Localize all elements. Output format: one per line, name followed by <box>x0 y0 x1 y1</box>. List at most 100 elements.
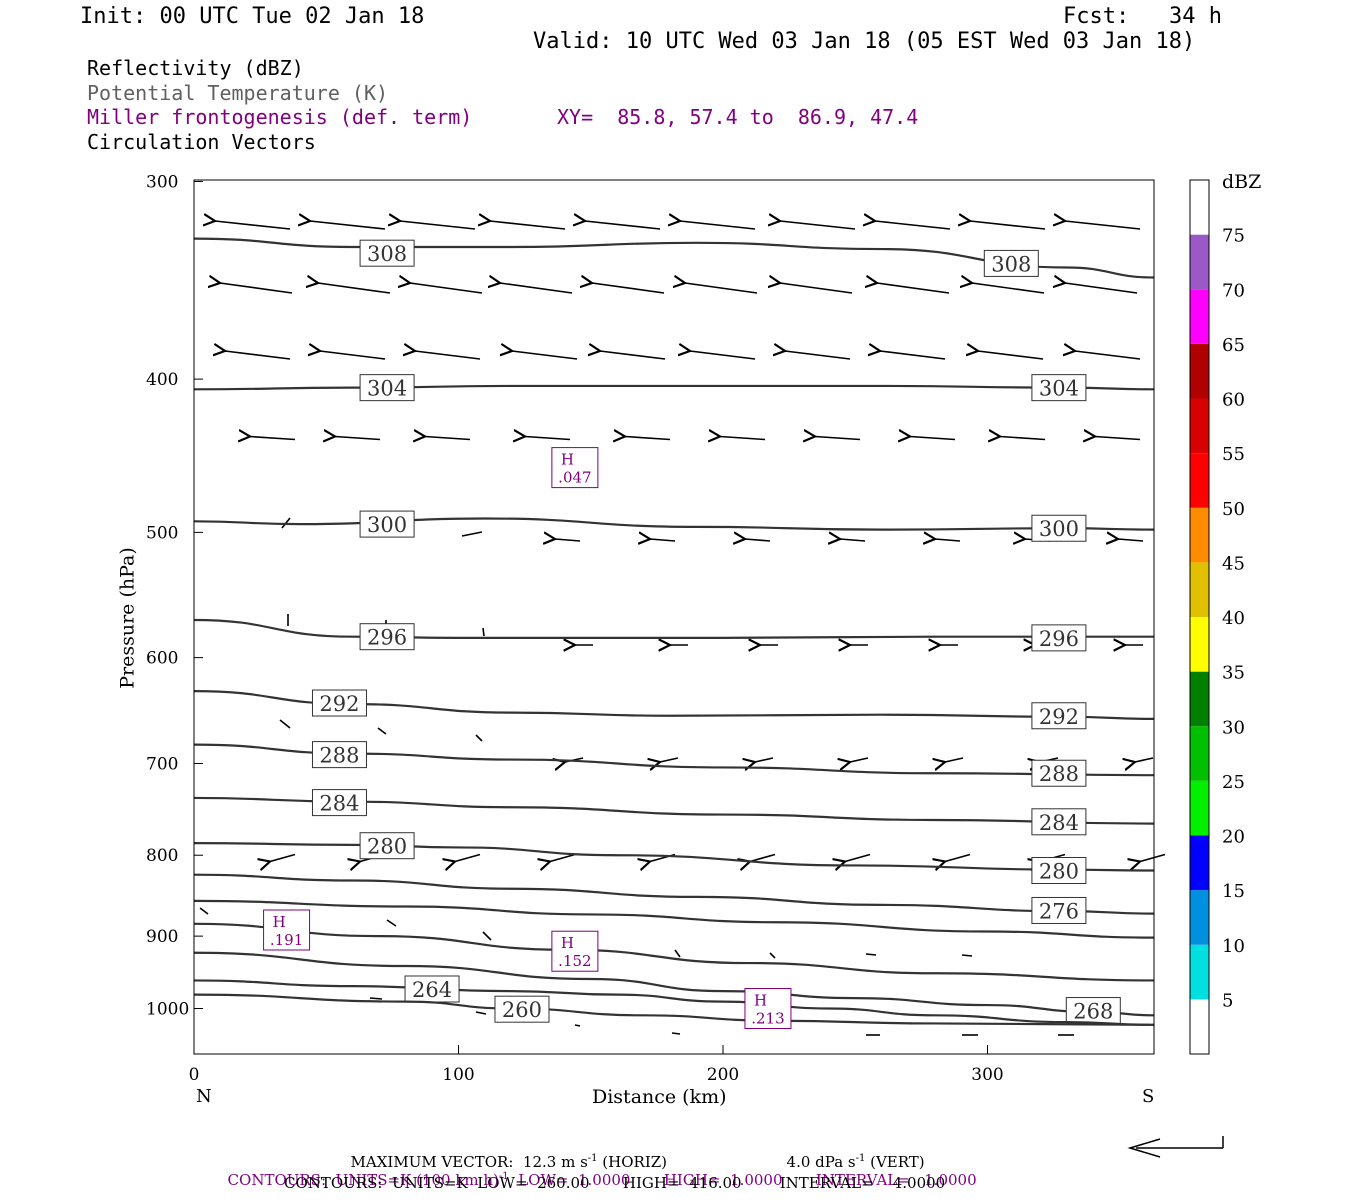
circulation-vector <box>745 539 771 541</box>
isentrope-288 <box>193 743 1155 777</box>
isentrope-296 <box>193 618 1155 639</box>
circulation-vectors <box>199 221 1166 1036</box>
colorbar-bin <box>1190 671 1209 727</box>
colorbar-bin <box>1190 835 1209 891</box>
isentrope-label-box <box>1031 374 1087 402</box>
isentrope-label: 276 <box>1039 899 1079 923</box>
colorbar-tick-label: 45 <box>1222 553 1245 574</box>
colorbar-bin <box>1190 343 1209 399</box>
colorbar-bin <box>1190 780 1209 836</box>
circulation-vector <box>1065 221 1141 230</box>
circulation-vector <box>865 953 877 956</box>
colorbar-tick-label: 20 <box>1222 827 1245 848</box>
y-tick-label: 800 <box>146 846 178 866</box>
isentrope-label: 284 <box>1039 811 1079 835</box>
contours-theta-line: CONTOURS: UNITS=K LOW= 260.00 HIGH= 416.… <box>284 1174 946 1192</box>
fronto-max-value: .047 <box>558 469 591 487</box>
isentrope-label: 288 <box>1039 762 1079 786</box>
circulation-vector <box>690 351 756 360</box>
circulation-vector <box>320 351 386 360</box>
isentrope-label: 292 <box>1039 705 1079 729</box>
y-tick-label: 1000 <box>146 1000 189 1020</box>
max-vector-vert-line: 4.0 dPa s-1 (VERT) <box>777 1139 925 1170</box>
isentrope-label: 288 <box>319 744 359 768</box>
contours-fronto-exp: -1 <box>498 1171 509 1182</box>
circulation-vector <box>850 757 869 762</box>
circulation-vector <box>425 437 471 440</box>
isentrope-label-box <box>494 995 550 1023</box>
reference-vector-icon <box>1127 1136 1224 1158</box>
isentrope-label: 292 <box>319 692 359 716</box>
circulation-vector <box>410 283 483 294</box>
isentrope-label: 284 <box>319 792 359 816</box>
isentrope-276 <box>193 899 1155 939</box>
circulation-vector <box>680 221 756 230</box>
isentrope-label: 296 <box>367 626 407 650</box>
circulation-vector <box>373 527 386 533</box>
colorbar-tick-label: 70 <box>1222 280 1245 301</box>
isentrope-276b <box>193 873 1155 915</box>
circulation-vector <box>845 853 871 862</box>
circulation-vector <box>310 221 386 230</box>
isentrope-label-box <box>359 510 415 538</box>
circulation-vector <box>1040 757 1059 762</box>
isentrope-label: 304 <box>367 377 407 401</box>
axes: 300 400 500 600 700 800 900 1000 0 100 200 300 <box>146 173 1004 1086</box>
isentrope-label: 304 <box>1039 377 1079 401</box>
y-tick-label: 600 <box>146 649 178 669</box>
circulation-vector <box>945 853 971 862</box>
colorbar-bin <box>1190 999 1209 1054</box>
x-tick-label: 200 <box>707 1065 739 1085</box>
circulation-vector <box>785 351 851 360</box>
circulation-vector <box>525 437 571 440</box>
colorbar-tick-label: 75 <box>1222 226 1245 247</box>
circulation-vector <box>660 757 679 762</box>
fronto-max-h: H <box>273 913 286 931</box>
colorbar-bin <box>1190 562 1209 617</box>
circulation-vector <box>289 909 303 917</box>
circulation-vector <box>555 539 581 541</box>
isentrope-label: 296 <box>1039 627 1079 651</box>
circulation-vector <box>475 734 483 742</box>
isentrope-292 <box>193 690 1155 721</box>
circulation-vector <box>685 283 758 294</box>
circulation-vector <box>945 757 964 762</box>
isentrope-label-box <box>1065 997 1121 1025</box>
circulation-vector <box>461 531 483 537</box>
isentrope-label-box <box>983 249 1039 277</box>
x-end-label: S <box>1142 1086 1155 1107</box>
colorbar: 5 10 15 20 25 30 35 40 45 50 55 60 65 70 75 dBZ <box>1189 171 1261 1055</box>
circulation-vector <box>512 351 578 360</box>
isentrope-272 <box>193 922 1155 982</box>
isentrope-label: 308 <box>991 252 1031 276</box>
x-axis-title: Distance (km) <box>592 1086 727 1108</box>
isentrope-label-box <box>311 789 367 817</box>
circulation-vector <box>1025 539 1051 541</box>
colorbar-tick-label: 60 <box>1222 390 1245 411</box>
colorbar-bin <box>1190 507 1209 563</box>
circulation-vector <box>1140 853 1166 862</box>
isentrope-label-box <box>404 975 460 1003</box>
circulation-vector <box>935 539 961 541</box>
colorbar-tick-label: 50 <box>1222 499 1245 520</box>
colorbar-bin <box>1190 180 1209 235</box>
circulation-vector <box>386 919 397 927</box>
max-vector-line: MAXIMUM VECTOR: 12.3 m s-1 (HORIZ) <box>341 1139 667 1170</box>
circulation-vector <box>400 221 476 230</box>
isentrope-264 <box>193 979 1155 1026</box>
y-tick-label: 300 <box>146 173 178 193</box>
circulation-vector <box>840 539 866 541</box>
circulation-vector <box>650 853 676 862</box>
circulation-vector <box>475 1011 487 1015</box>
isentrope-label-box <box>1031 857 1087 885</box>
x-start-label: N <box>196 1086 212 1107</box>
isentrope-label-box <box>1031 702 1087 730</box>
circulation-vector <box>1000 437 1046 440</box>
cross-section-endpoints: XY= 85.8, 57.4 to 86.9, 47.4 <box>557 105 919 129</box>
circulation-vector <box>281 517 291 529</box>
isentrope-260 <box>193 993 1155 1026</box>
isentrope-label: 300 <box>1039 517 1079 541</box>
circulation-vector <box>750 853 776 862</box>
circulation-vector <box>1040 853 1066 862</box>
